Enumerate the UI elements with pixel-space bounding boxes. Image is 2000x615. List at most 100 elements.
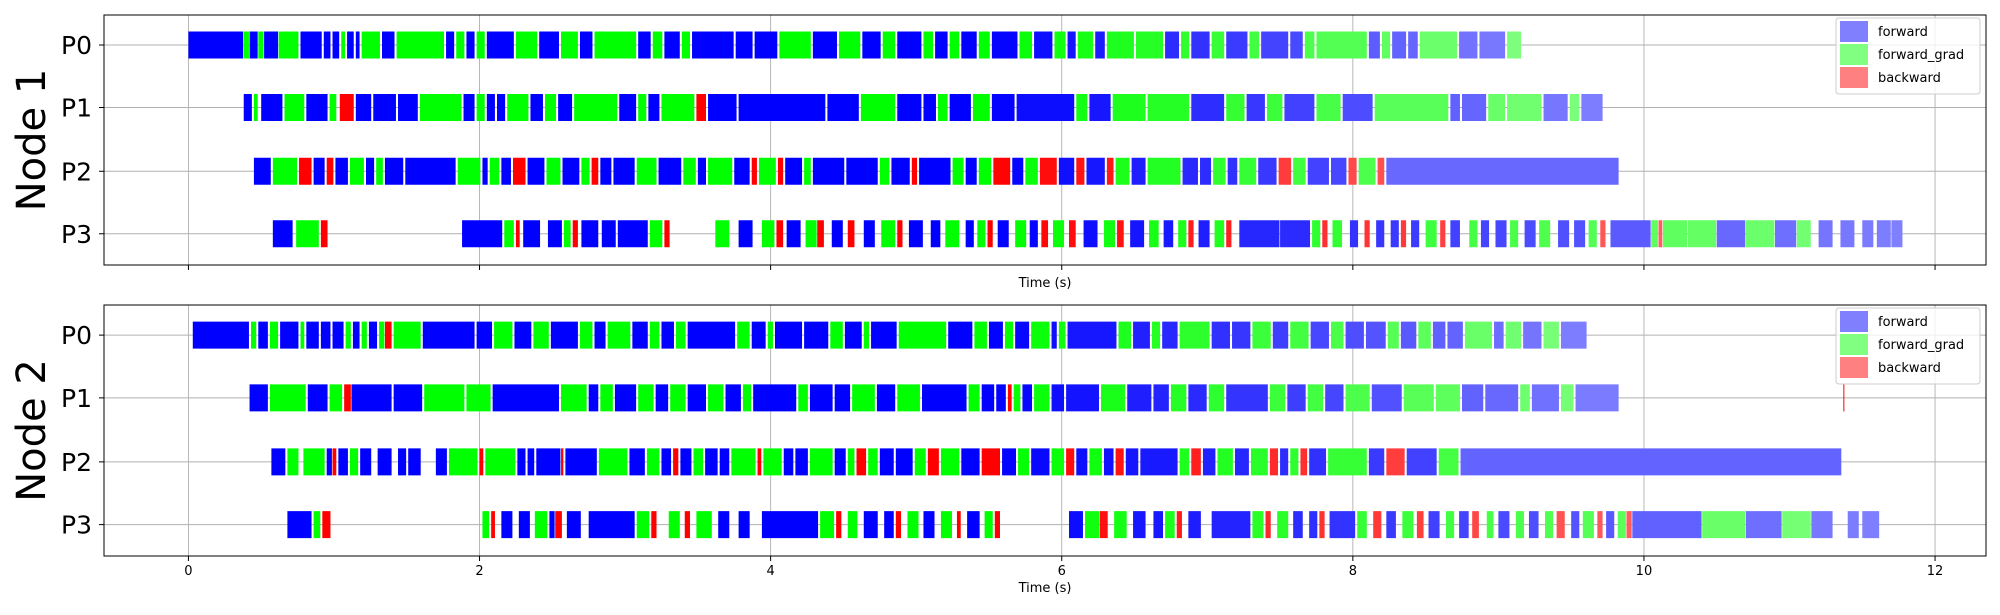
bar-forward-grad [638, 94, 647, 121]
bar-forward-grad [1507, 31, 1522, 59]
bar-forward-grad [485, 448, 516, 476]
bar-forward-grad [652, 31, 663, 59]
bar-forward [377, 448, 392, 476]
bar-forward-grad [349, 448, 359, 476]
bar-forward-grad [742, 384, 752, 412]
bar-forward-grad [636, 511, 650, 539]
bar-forward [863, 511, 878, 539]
bar-forward [1198, 220, 1210, 248]
bar-forward-grad [1782, 511, 1811, 539]
bar-forward-grad [767, 321, 773, 349]
y-tick-label: P3 [61, 220, 92, 249]
bar-forward-grad [923, 31, 934, 59]
bar-forward [1293, 511, 1303, 539]
bar-forward-grad [863, 321, 870, 349]
bar-forward-grad [1569, 94, 1580, 121]
bar-forward-grad [1505, 321, 1522, 349]
bar-forward-grad [393, 321, 421, 349]
bar-forward-grad [1112, 94, 1146, 121]
bar-forward-grad [1181, 31, 1190, 59]
bar-forward [949, 94, 971, 121]
bar-forward-grad [1058, 321, 1066, 349]
bar-forward [879, 448, 894, 476]
bar-forward [1400, 321, 1417, 349]
bar-forward-grad [269, 384, 306, 412]
bar-forward [1012, 157, 1024, 185]
bar-forward-grad [329, 384, 343, 412]
bar-forward-grad [852, 384, 875, 412]
bar-backward [320, 220, 328, 248]
bar-forward [547, 220, 562, 248]
bar-forward [812, 157, 845, 185]
bar-forward-grad [977, 220, 986, 248]
bar-forward-grad [607, 321, 631, 349]
bar-forward-grad [563, 220, 571, 248]
bar-forward-grad [676, 321, 686, 349]
bar-forward [619, 94, 637, 121]
bar-forward [1574, 220, 1586, 248]
bar-forward-grad [598, 448, 628, 476]
bar-forward-grad [974, 321, 987, 349]
bar-forward [550, 321, 578, 349]
bar-forward [613, 157, 635, 185]
bar-backward [847, 220, 855, 248]
bar-forward-grad [600, 384, 613, 412]
bar-forward [360, 448, 372, 476]
y-tick-label: P3 [61, 511, 92, 540]
bar-forward-grad [1796, 220, 1811, 248]
bar-forward-grad [1101, 384, 1126, 412]
bar-backward [1373, 511, 1382, 539]
bar-forward [1067, 31, 1076, 59]
bar-forward [1575, 384, 1619, 412]
bar-forward [1450, 94, 1460, 121]
legend: forward forward_grad backward [1835, 307, 1981, 385]
bar-forward-grad [1328, 448, 1367, 476]
x-tick-label: 0 [184, 564, 192, 579]
bar-forward-grad [1053, 220, 1065, 248]
x-axis-title: Time (s) [1018, 581, 1072, 596]
y-tick-label: P1 [61, 384, 92, 413]
bar-forward [1153, 511, 1164, 539]
bar-forward-grad [579, 321, 593, 349]
bar-forward [1016, 94, 1075, 121]
bar-forward [1227, 157, 1238, 185]
bar-forward [192, 321, 249, 349]
bar-forward [435, 448, 447, 476]
bar-forward-grad [1031, 321, 1050, 349]
bar-forward [579, 31, 593, 59]
bar-forward [1133, 321, 1150, 349]
y-tick-label: P2 [61, 157, 92, 186]
legend-entry: forward_grad [1878, 48, 1964, 63]
bar-backward [696, 94, 706, 121]
bar-forward-grad [978, 157, 992, 185]
bar-forward [338, 448, 348, 476]
x-axis-title: Time (s) [1018, 276, 1072, 291]
bar-forward-grad [649, 321, 660, 349]
bar-forward-grad [361, 31, 380, 59]
bar-forward-grad [949, 31, 960, 59]
bar-forward [1494, 321, 1504, 349]
bar-backward [1226, 220, 1232, 248]
bar-forward-grad [1015, 220, 1027, 248]
bar-forward [1076, 448, 1088, 476]
bar-forward [1022, 384, 1033, 412]
bar-forward [1610, 220, 1651, 248]
bar-forward [1345, 321, 1364, 349]
bar-forward [812, 31, 837, 59]
bar-forward [961, 448, 980, 476]
bar-forward [1232, 321, 1251, 349]
bar-forward [1182, 157, 1198, 185]
bar-forward [1211, 321, 1230, 349]
bar-forward [638, 31, 651, 59]
bar-forward [1479, 31, 1506, 59]
bar-forward [398, 448, 407, 476]
bar-forward-grad [907, 511, 919, 539]
bar-forward-grad [1651, 220, 1658, 248]
bar-forward [1459, 511, 1469, 539]
bar-forward [1127, 384, 1152, 412]
bars [192, 321, 1880, 539]
bar-forward-grad [779, 31, 811, 59]
bar-backward [777, 157, 784, 185]
bar-forward-grad [1435, 384, 1460, 412]
bar-forward-grad [345, 321, 351, 349]
